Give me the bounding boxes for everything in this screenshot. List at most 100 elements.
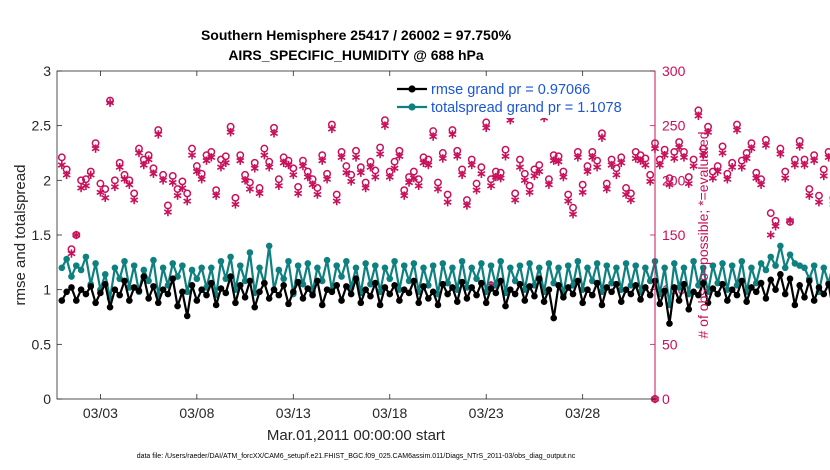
totalspread-point: [632, 262, 640, 269]
rmse-point: [415, 299, 422, 307]
rmse-point: [815, 284, 823, 291]
evaluated-point-stroke: [785, 217, 795, 224]
totalspread-point: [555, 264, 562, 272]
totalspread-point: [63, 255, 70, 263]
evaluated-point: [578, 188, 587, 197]
rmse-point: [410, 277, 418, 285]
evaluated-point: [626, 195, 635, 205]
rmse-point: [560, 294, 567, 301]
rmse-point: [738, 277, 746, 285]
x-tick-label: 03/13: [276, 405, 311, 421]
evaluated-point: [57, 160, 66, 170]
totalspread-point: [362, 260, 369, 267]
evaluated-point: [429, 132, 438, 141]
totalspread-point: [265, 242, 273, 250]
evaluated-point-stroke: [125, 181, 134, 188]
evaluated-point-stroke: [626, 197, 635, 203]
rmse-point: [449, 284, 456, 291]
evaluated-point: [737, 163, 746, 172]
rmse-point: [473, 291, 480, 299]
rmse-point: [318, 301, 326, 309]
evaluated-point: [800, 160, 809, 170]
possible-point: [766, 209, 775, 218]
rmse-point: [299, 295, 307, 302]
totalspread-point: [294, 262, 302, 269]
evaluated-point-stroke: [554, 158, 563, 165]
evaluated-point-stroke: [593, 164, 602, 171]
totalspread-point: [198, 264, 205, 272]
evaluated-point: [655, 160, 664, 170]
rmse-point: [265, 295, 273, 302]
rmse-point: [362, 286, 369, 293]
rmse-point: [646, 291, 654, 299]
possible-point: [101, 185, 110, 194]
possible-point: [96, 179, 105, 188]
evaluated-point: [96, 188, 105, 197]
evaluated-point-stroke: [395, 153, 404, 160]
evaluated-point-stroke: [318, 157, 327, 164]
totalspread-point: [670, 260, 678, 267]
evaluated-point: [689, 161, 698, 171]
rmse-point: [275, 291, 283, 299]
rmse-point: [719, 280, 726, 288]
evaluated-point-stroke: [689, 163, 698, 169]
evaluated-point: [332, 196, 341, 206]
evaluated-point-stroke: [294, 190, 303, 197]
totalspread-point: [381, 264, 389, 272]
evaluated-point: [785, 216, 795, 225]
evaluated-point-stroke: [101, 195, 110, 201]
totalspread-point: [497, 257, 504, 265]
rmse-point: [801, 294, 808, 301]
y2-tick-label: 300: [662, 63, 686, 79]
evaluated-point: [371, 172, 380, 182]
evaluated-point-stroke: [757, 181, 766, 188]
evaluated-point: [781, 173, 790, 183]
evaluated-point-stroke: [260, 152, 269, 158]
evaluated-point: [670, 154, 679, 163]
evaluated-point-stroke: [289, 172, 298, 178]
evaluated-point: [192, 167, 201, 176]
totalspread-point: [439, 260, 447, 267]
evaluated-point-stroke: [655, 162, 664, 168]
rmse-point: [724, 297, 731, 304]
evaluated-point: [236, 156, 245, 165]
evaluated-point: [511, 195, 520, 205]
evaluated-point-stroke: [81, 183, 90, 189]
evaluated-point: [491, 172, 500, 182]
rmse-point: [521, 297, 529, 304]
evaluated-point-stroke: [207, 154, 216, 161]
evaluated-point-stroke: [284, 162, 293, 168]
evaluated-point-stroke: [699, 152, 708, 158]
rmse-point: [439, 280, 447, 288]
evaluated-point: [795, 142, 804, 151]
rmse-point: [757, 279, 765, 287]
rmse-point: [183, 312, 191, 320]
evaluated-point-stroke: [241, 177, 250, 184]
evaluated-point: [771, 222, 780, 231]
evaluated-point: [704, 128, 713, 137]
evaluated-point-stroke: [800, 162, 809, 168]
possible-point: [578, 180, 587, 189]
rmse-point: [256, 288, 263, 296]
totalspread-point: [564, 262, 572, 269]
evaluated-point-stroke: [255, 190, 264, 197]
evaluated-point: [385, 172, 394, 182]
evaluated-point-stroke: [602, 186, 611, 192]
evaluated-point: [149, 169, 158, 178]
evaluated-point: [400, 191, 409, 200]
totalspread-point: [777, 242, 784, 250]
evaluated-point: [130, 195, 139, 205]
evaluated-point-stroke: [429, 133, 438, 140]
rmse-point: [714, 290, 721, 298]
evaluated-point-stroke: [742, 155, 751, 162]
evaluated-point: [207, 153, 216, 162]
rmse-point: [174, 302, 181, 310]
y2-axis-label: # of obs: o=possible; *=evaluated: [695, 131, 711, 338]
rmse-point: [309, 291, 316, 299]
rmse-point: [762, 295, 770, 302]
evaluated-point-stroke: [212, 192, 221, 199]
evaluated-point: [617, 158, 626, 168]
legend-rmse-marker: [408, 85, 416, 93]
evaluated-point: [154, 130, 163, 139]
evaluated-point-stroke: [361, 185, 370, 191]
